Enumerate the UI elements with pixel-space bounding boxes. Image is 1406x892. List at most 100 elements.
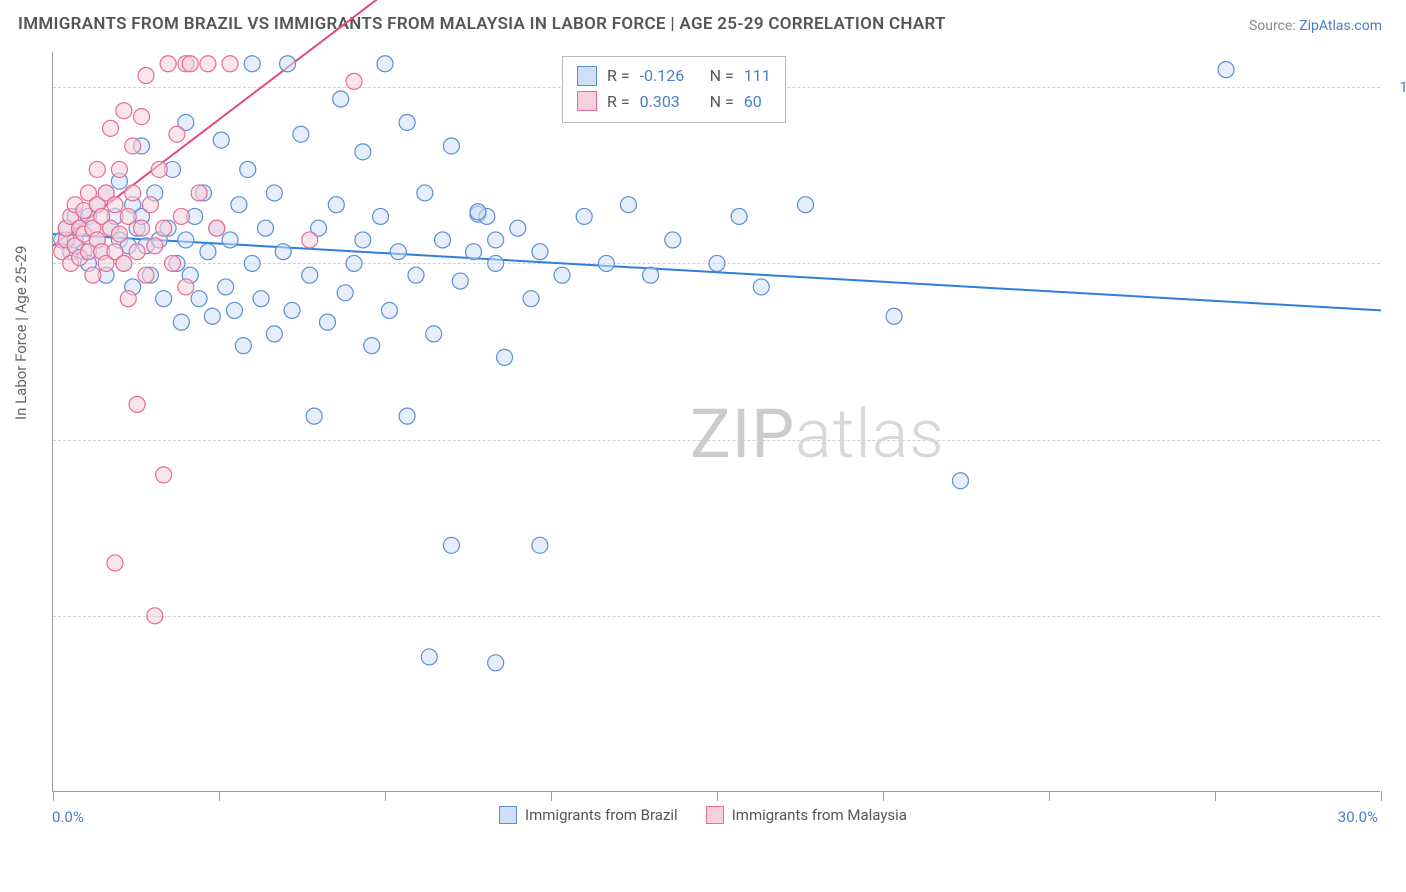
plot-area: 55.0%70.0%85.0%100.0%: [52, 52, 1380, 792]
trend-line: [53, 234, 1381, 310]
data-point: [328, 197, 344, 213]
data-point: [116, 103, 132, 119]
data-point: [275, 244, 291, 260]
data-point: [107, 197, 123, 213]
y-axis-label: In Labor Force | Age 25-29: [12, 246, 30, 420]
data-point: [138, 67, 154, 83]
legend-label: Immigrants from Malaysia: [732, 806, 907, 824]
x-tick: [883, 791, 884, 801]
data-point: [426, 326, 442, 342]
data-point: [240, 161, 256, 177]
data-point: [116, 255, 132, 271]
data-point: [399, 114, 415, 130]
data-point: [266, 326, 282, 342]
data-point: [200, 56, 216, 72]
data-point: [125, 185, 141, 201]
source-link[interactable]: ZipAtlas.com: [1299, 18, 1382, 34]
data-point: [532, 537, 548, 553]
data-point: [333, 91, 349, 107]
y-tick-label: 100.0%: [1388, 78, 1406, 96]
data-point: [182, 56, 198, 72]
data-point: [253, 291, 269, 307]
data-point: [103, 120, 119, 136]
data-point: [523, 291, 539, 307]
data-point: [280, 56, 296, 72]
chart-container: IMMIGRANTS FROM BRAZIL VS IMMIGRANTS FRO…: [0, 0, 1406, 892]
data-point: [173, 314, 189, 330]
data-point: [222, 56, 238, 72]
data-point: [178, 279, 194, 295]
y-tick-label: 55.0%: [1388, 607, 1406, 625]
source-prefix: Source:: [1249, 18, 1299, 34]
data-point: [576, 208, 592, 224]
r-value: 0.303: [640, 89, 700, 115]
data-point: [134, 220, 150, 236]
data-point: [293, 126, 309, 142]
data-point: [85, 267, 101, 283]
data-point: [377, 56, 393, 72]
data-point: [156, 467, 172, 483]
stats-row: R =0.303N =60: [577, 89, 771, 115]
data-point: [142, 197, 158, 213]
data-point: [244, 56, 260, 72]
legend-swatch: [577, 91, 597, 111]
data-point: [798, 197, 814, 213]
data-point: [147, 608, 163, 624]
data-point: [554, 267, 570, 283]
data-point: [443, 537, 459, 553]
data-point: [306, 408, 322, 424]
data-point: [355, 144, 371, 160]
data-point: [346, 73, 362, 89]
data-point: [125, 138, 141, 154]
data-point: [337, 285, 353, 301]
data-point: [222, 232, 238, 248]
data-point: [226, 302, 242, 318]
data-point: [709, 255, 725, 271]
chart-title: IMMIGRANTS FROM BRAZIL VS IMMIGRANTS FRO…: [18, 14, 946, 34]
scatter-svg: [53, 52, 1380, 791]
data-point: [443, 138, 459, 154]
x-tick: [219, 791, 220, 801]
data-point: [319, 314, 335, 330]
r-label: R =: [607, 89, 630, 115]
source-attribution: Source: ZipAtlas.com: [1249, 18, 1382, 34]
data-point: [165, 255, 181, 271]
n-label: N =: [710, 63, 734, 89]
data-point: [373, 208, 389, 224]
data-point: [399, 408, 415, 424]
data-point: [753, 279, 769, 295]
data-point: [218, 279, 234, 295]
data-point: [169, 126, 185, 142]
data-point: [160, 56, 176, 72]
data-point: [231, 197, 247, 213]
data-point: [200, 244, 216, 260]
data-point: [488, 655, 504, 671]
x-tick: [1049, 791, 1050, 801]
data-point: [435, 232, 451, 248]
y-tick-label: 85.0%: [1388, 254, 1406, 272]
n-value: 111: [744, 63, 771, 89]
data-point: [107, 555, 123, 571]
r-value: -0.126: [640, 63, 700, 89]
data-point: [452, 273, 468, 289]
data-point: [488, 255, 504, 271]
data-point: [355, 232, 371, 248]
data-point: [129, 244, 145, 260]
data-point: [408, 267, 424, 283]
data-point: [111, 226, 127, 242]
data-point: [129, 396, 145, 412]
y-tick-label: 70.0%: [1388, 431, 1406, 449]
data-point: [156, 291, 172, 307]
data-point: [421, 649, 437, 665]
legend-item: Immigrants from Malaysia: [706, 806, 907, 824]
data-point: [417, 185, 433, 201]
data-point: [466, 244, 482, 260]
stats-row: R =-0.126N =111: [577, 63, 771, 89]
data-point: [731, 208, 747, 224]
data-point: [346, 255, 362, 271]
data-point: [173, 208, 189, 224]
data-point: [151, 161, 167, 177]
data-point: [178, 232, 194, 248]
legend-swatch: [706, 806, 724, 824]
data-point: [302, 232, 318, 248]
